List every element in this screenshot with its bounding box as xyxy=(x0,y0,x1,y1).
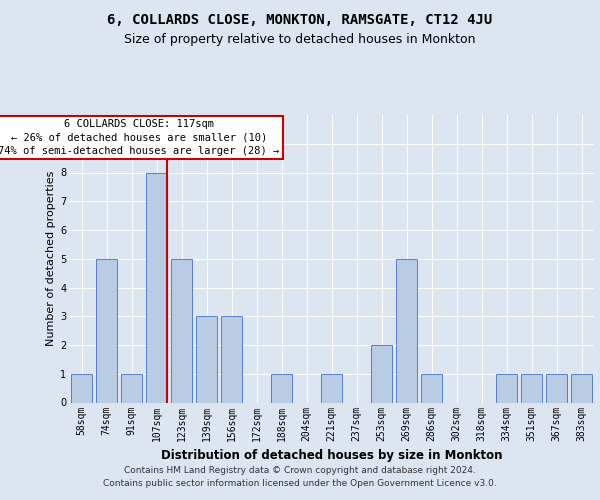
Bar xyxy=(96,259,117,402)
Text: 6, COLLARDS CLOSE, MONKTON, RAMSGATE, CT12 4JU: 6, COLLARDS CLOSE, MONKTON, RAMSGATE, CT… xyxy=(107,12,493,26)
Bar xyxy=(196,316,217,402)
X-axis label: Distribution of detached houses by size in Monkton: Distribution of detached houses by size … xyxy=(161,449,502,462)
Text: Contains HM Land Registry data © Crown copyright and database right 2024.
Contai: Contains HM Land Registry data © Crown c… xyxy=(103,466,497,487)
Bar xyxy=(396,259,417,402)
Bar xyxy=(121,374,142,402)
Bar xyxy=(421,374,442,402)
Y-axis label: Number of detached properties: Number of detached properties xyxy=(46,171,56,346)
Bar xyxy=(271,374,292,402)
Bar xyxy=(146,172,167,402)
Bar xyxy=(221,316,242,402)
Bar xyxy=(496,374,517,402)
Bar xyxy=(71,374,92,402)
Text: 6 COLLARDS CLOSE: 117sqm
← 26% of detached houses are smaller (10)
74% of semi-d: 6 COLLARDS CLOSE: 117sqm ← 26% of detach… xyxy=(0,120,280,156)
Bar xyxy=(171,259,192,402)
Bar xyxy=(521,374,542,402)
Bar xyxy=(546,374,567,402)
Bar xyxy=(321,374,342,402)
Bar xyxy=(571,374,592,402)
Bar xyxy=(371,345,392,403)
Text: Size of property relative to detached houses in Monkton: Size of property relative to detached ho… xyxy=(124,32,476,46)
